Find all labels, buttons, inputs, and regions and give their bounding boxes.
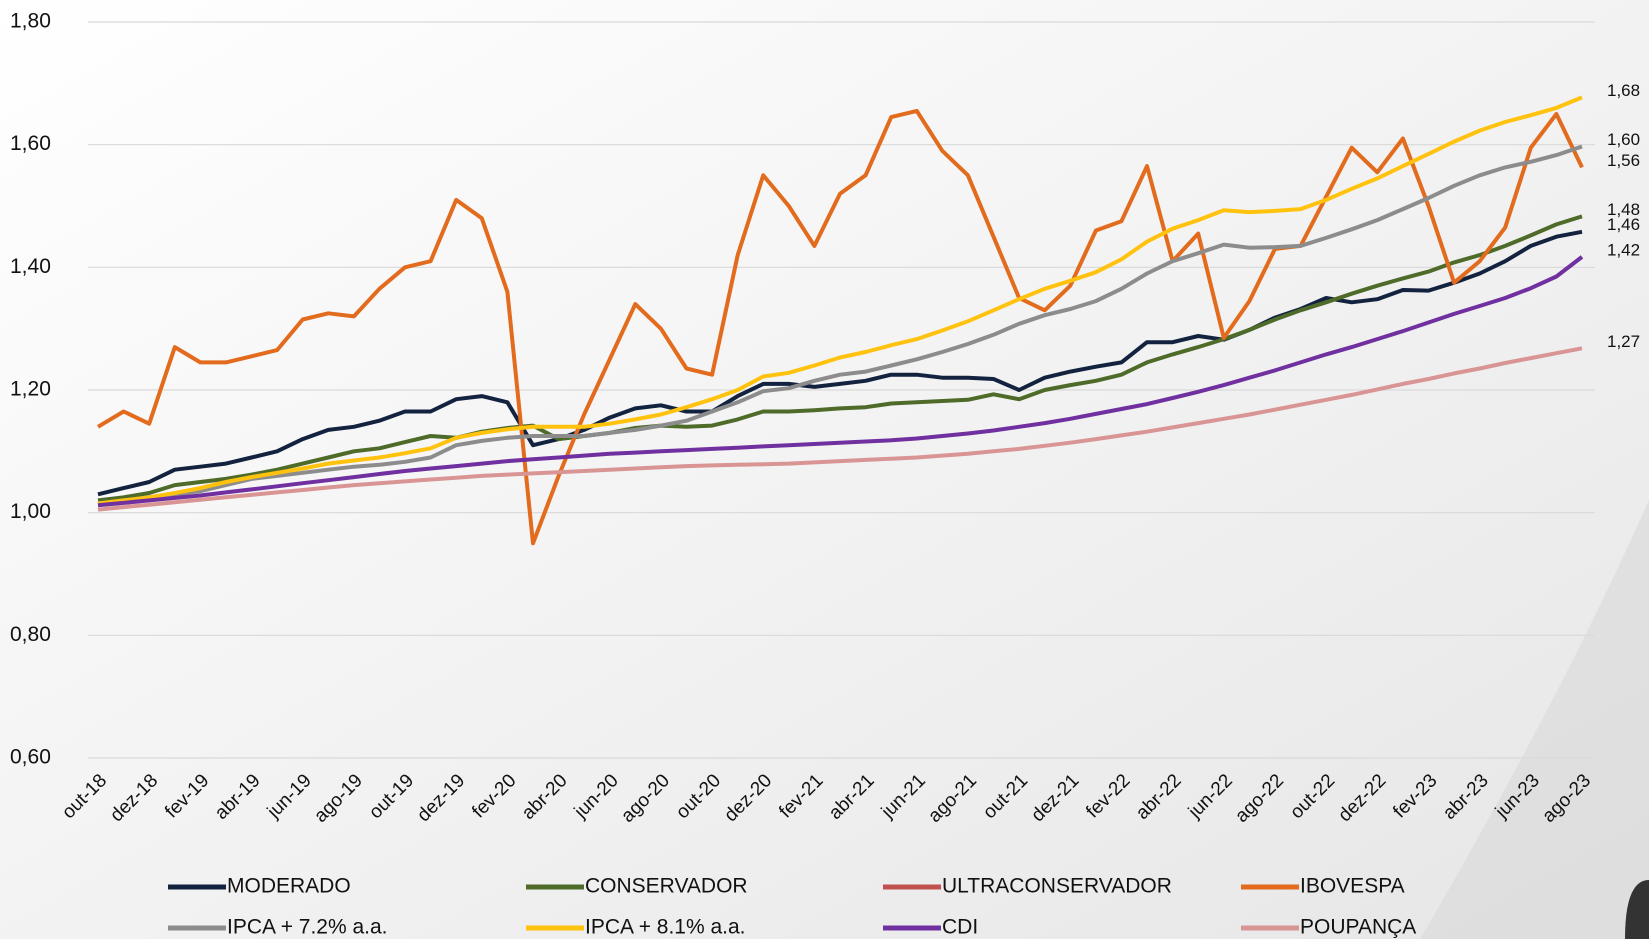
- decoration: [1625, 880, 1649, 939]
- y-tick-label: 1,40: [10, 255, 51, 278]
- data-label: 1,60: [1607, 130, 1640, 149]
- legend-label: IPCA + 8.1% a.a.: [585, 916, 746, 939]
- legend-label: IPCA + 7.2% a.a.: [227, 916, 388, 939]
- legend-label: POUPANÇA: [1300, 916, 1416, 939]
- y-tick-label: 0,60: [10, 746, 51, 769]
- data-label: 1,46: [1607, 215, 1640, 234]
- data-label: 1,42: [1607, 240, 1640, 259]
- y-tick-label: 1,80: [10, 10, 51, 33]
- series-line: [97, 214, 1583, 503]
- legend-label: ULTRACONSERVADOR: [942, 875, 1172, 898]
- y-tick-label: 1,00: [10, 500, 51, 523]
- legend: MODERADO CONSERVADOR ULTRACONSERVADOR IBOVE…: [168, 875, 1416, 939]
- series-line: [97, 255, 1584, 508]
- y-tick-label: 1,60: [10, 132, 51, 155]
- series-line: [97, 346, 1583, 512]
- data-label: 1,56: [1607, 151, 1640, 170]
- y-tick-label: 0,80: [10, 623, 51, 646]
- y-tick-label: 1,20: [10, 378, 51, 401]
- series-line: [97, 144, 1583, 506]
- series-line: [96, 108, 1584, 546]
- data-label: 1,27: [1607, 332, 1640, 351]
- data-label: 1,68: [1607, 81, 1640, 100]
- legend-label: CDI: [942, 916, 978, 939]
- series-line: [97, 95, 1583, 506]
- decoration: [1420, 500, 1649, 939]
- data-label: 1,48: [1607, 200, 1640, 219]
- legend-label: IBOVESPA: [1300, 875, 1405, 898]
- legend-label: MODERADO: [227, 875, 351, 898]
- legend-label: CONSERVADOR: [585, 875, 748, 898]
- plot: 1,461,48 1,56 1,60 1,68 1,42 1,27: [96, 81, 1640, 546]
